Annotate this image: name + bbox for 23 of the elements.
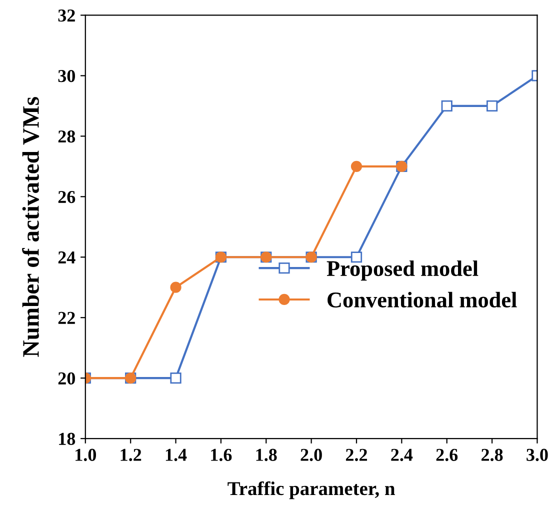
x-axis-title: Traffic parameter, n — [228, 481, 395, 500]
y-tick-label: 24 — [58, 251, 76, 264]
legend-label: Conventional model — [328, 292, 517, 308]
x-tick-label: 2.0 — [300, 448, 322, 462]
x-tick-label: 2.2 — [346, 448, 368, 462]
x-tick-label: 1.8 — [256, 448, 277, 462]
x-tick-label: 2.4 — [391, 448, 413, 462]
y-tick-label: 32 — [58, 10, 75, 22]
y-tick-label: 26 — [58, 190, 76, 204]
x-tick-label: 1.6 — [211, 448, 232, 462]
y-axis-title: Number of activated VMs — [22, 97, 40, 357]
x-tick-label: 1.4 — [166, 448, 187, 462]
y-tick-label: 18 — [59, 432, 76, 445]
x-tick-label: 2.6 — [436, 448, 458, 462]
x-tick-label: 1.0 — [76, 448, 96, 462]
y-tick-label: 20 — [58, 372, 75, 385]
y-tick-label: 30 — [58, 70, 75, 82]
x-tick-label: 3.0 — [526, 448, 548, 462]
x-tick-label: 1.2 — [120, 448, 142, 462]
legend-label: Proposed model — [326, 260, 478, 281]
y-tick-label: 22 — [58, 312, 75, 324]
x-tick-label: 2.8 — [482, 448, 503, 462]
y-tick-label: 28 — [58, 130, 76, 143]
